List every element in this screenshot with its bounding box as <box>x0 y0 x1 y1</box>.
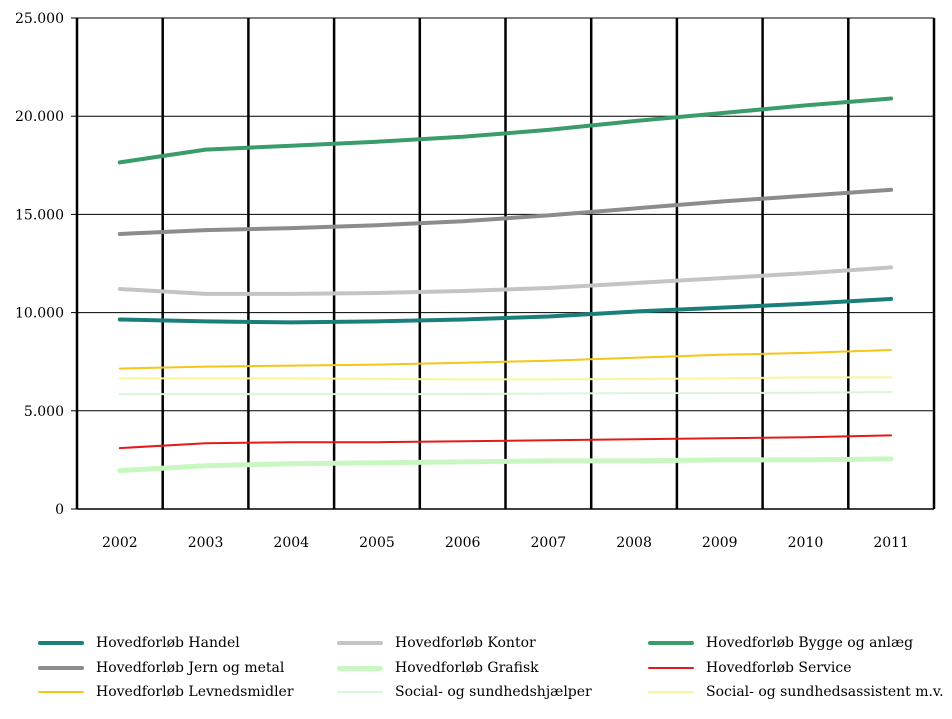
legend-swatch-4 <box>337 665 383 671</box>
x-tick-label-2009: 2009 <box>702 535 738 551</box>
legend-swatch-2 <box>648 641 694 645</box>
legend-item-3: Hovedforløb Jern og metal <box>38 657 284 679</box>
legend-swatch-6 <box>38 691 84 693</box>
series-line-2 <box>117 96 894 165</box>
legend-label-3: Hovedforløb Jern og metal <box>96 660 285 676</box>
legend-label-2: Hovedforløb Bygge og anlæg <box>706 635 914 651</box>
legend-item-0: Hovedforløb Handel <box>38 632 240 654</box>
x-tick-label-2006: 2006 <box>445 535 481 551</box>
legend-swatch-7 <box>337 691 383 693</box>
legend-label-5: Hovedforløb Service <box>706 660 852 676</box>
legend-swatch-1 <box>337 641 383 645</box>
series-line-6 <box>118 348 893 370</box>
legend-item-6: Hovedforløb Levnedsmidler <box>38 681 294 703</box>
legend-swatch-5 <box>648 667 694 669</box>
x-tick-label-2003: 2003 <box>188 535 224 551</box>
x-tick-label-2011: 2011 <box>873 535 909 551</box>
legend-item-7: Social- og sundhedshjælper <box>337 681 592 703</box>
y-tick-label-1: 5.000 <box>24 404 64 420</box>
series-line-3 <box>117 187 894 236</box>
x-tick-label-2007: 2007 <box>531 535 567 551</box>
series-line-1 <box>117 265 894 296</box>
x-tick-label-2002: 2002 <box>102 535 138 551</box>
x-tick-label-2010: 2010 <box>788 535 824 551</box>
legend-label-8: Social- og sundhedsassistent m.v. <box>706 684 944 700</box>
x-tick-label-2008: 2008 <box>616 535 652 551</box>
x-tick-label-2005: 2005 <box>359 535 395 551</box>
y-tick-label-0: 0 <box>55 502 64 518</box>
series-line-8 <box>118 376 893 381</box>
series-lines <box>117 96 894 474</box>
y-tick-label-4: 20.000 <box>15 109 64 125</box>
y-tick-label-5: 25.000 <box>15 11 64 27</box>
legend: Hovedforløb Handel Hovedforløb Kontor Hove… <box>0 628 952 718</box>
legend-item-1: Hovedforløb Kontor <box>337 632 536 654</box>
legend-item-8: Social- og sundhedsassistent m.v. <box>648 681 944 703</box>
legend-swatch-3 <box>38 666 84 670</box>
x-tick-label-2004: 2004 <box>273 535 309 551</box>
legend-swatch-0 <box>38 641 84 645</box>
y-tick-label-2: 10.000 <box>15 306 64 322</box>
axes <box>71 17 934 510</box>
legend-label-4: Hovedforløb Grafisk <box>395 660 539 676</box>
legend-swatch-8 <box>648 691 694 693</box>
series-line-5 <box>118 434 893 450</box>
legend-label-7: Social- og sundhedshjælper <box>395 684 592 700</box>
legend-label-1: Hovedforløb Kontor <box>395 635 536 651</box>
legend-label-0: Hovedforløb Handel <box>96 635 240 651</box>
y-tick-labels: 0 5.000 10.000 15.000 20.000 25.000 <box>15 11 64 518</box>
series-line-7 <box>118 391 893 396</box>
legend-item-5: Hovedforløb Service <box>648 657 852 679</box>
legend-item-2: Hovedforløb Bygge og anlæg <box>648 632 913 654</box>
legend-item-4: Hovedforløb Grafisk <box>337 657 539 679</box>
series-line-0 <box>117 296 894 325</box>
series-line-4 <box>117 456 894 474</box>
y-tick-label-3: 15.000 <box>15 207 64 223</box>
legend-label-6: Hovedforløb Levnedsmidler <box>96 684 294 700</box>
x-tick-labels: 2002 2003 2004 2005 2006 2007 2008 2009 2010 2011 <box>102 535 909 551</box>
vertical-gridlines <box>75 18 936 509</box>
